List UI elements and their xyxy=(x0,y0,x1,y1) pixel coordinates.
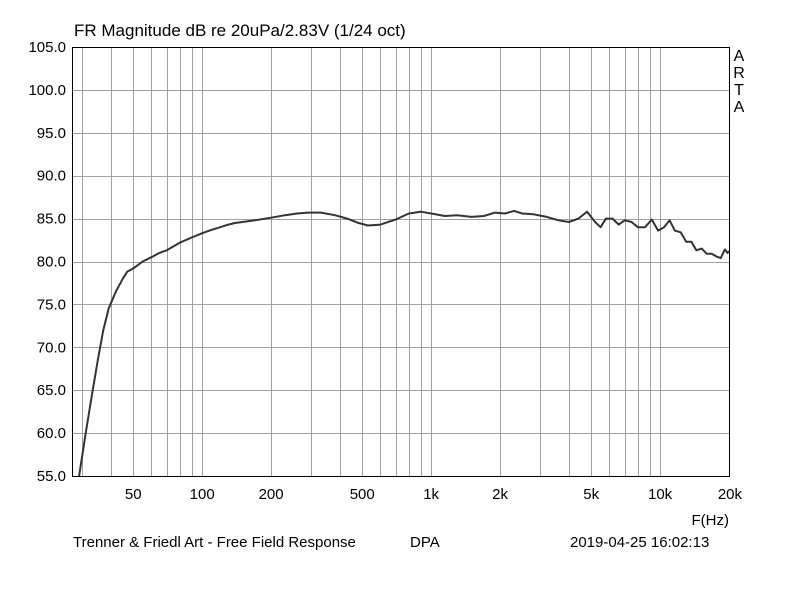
x-tick-label: 50 xyxy=(125,486,142,503)
y-tick-label: 75.0 xyxy=(37,296,66,313)
x-tick-label: 200 xyxy=(259,486,284,503)
x-tick-label: 5k xyxy=(583,486,599,503)
watermark-letter: R xyxy=(733,65,745,82)
x-tick-label: 500 xyxy=(350,486,375,503)
y-tick-label: 90.0 xyxy=(37,168,66,185)
y-tick-label: 65.0 xyxy=(37,382,66,399)
grid-lines xyxy=(72,47,730,477)
x-tick-label: 1k xyxy=(423,486,439,503)
watermark-letter: T xyxy=(734,82,744,99)
y-tick-label: 95.0 xyxy=(37,125,66,142)
watermark-letter: A xyxy=(733,99,745,116)
footer-timestamp: 2019-04-25 16:02:13 xyxy=(570,534,710,551)
y-tick-label: 70.0 xyxy=(37,339,66,356)
x-tick-labels: 50 100 200 500 1k 2k 5k 10k 20k xyxy=(125,486,743,503)
x-tick-label: 100 xyxy=(190,486,215,503)
y-tick-label: 100.0 xyxy=(28,82,66,99)
watermark-letter: A xyxy=(733,48,745,65)
footer-caption: Trenner & Friedl Art - Free Field Respon… xyxy=(73,534,356,551)
x-tick-label: 2k xyxy=(492,486,508,503)
plot-frame xyxy=(72,47,730,477)
y-tick-label: 85.0 xyxy=(37,211,66,228)
y-tick-label: 105.0 xyxy=(28,39,66,56)
x-axis-label: F(Hz) xyxy=(692,512,730,529)
y-tick-label: 60.0 xyxy=(37,425,66,442)
y-tick-labels: 55.0 60.0 65.0 70.0 75.0 80.0 85.0 90.0 95.0 100.… xyxy=(28,39,66,485)
x-tick-label: 10k xyxy=(648,486,673,503)
chart-title: FR Magnitude dB re 20uPa/2.83V (1/24 oct… xyxy=(74,21,406,40)
footer-device: DPA xyxy=(410,534,440,551)
x-tick-label: 20k xyxy=(718,486,743,503)
y-tick-label: 55.0 xyxy=(37,468,66,485)
series-group xyxy=(78,209,730,477)
arta-watermark: A R T A xyxy=(732,48,746,116)
y-tick-label: 80.0 xyxy=(37,254,66,271)
series-line xyxy=(78,209,730,477)
